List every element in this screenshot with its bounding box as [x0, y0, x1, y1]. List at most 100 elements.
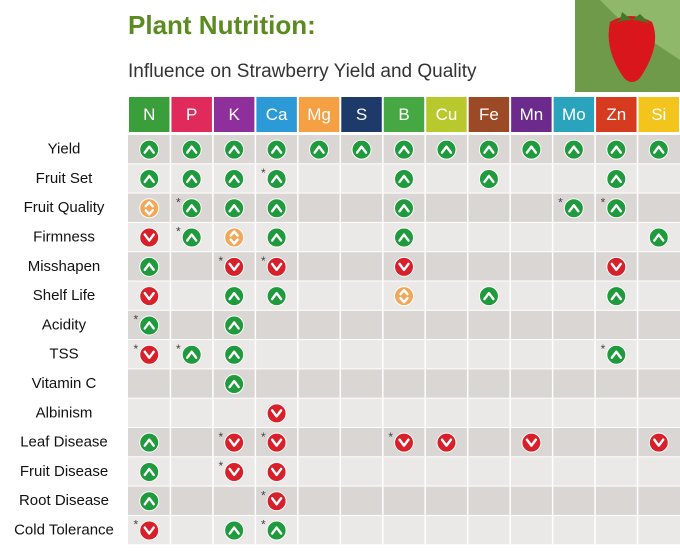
- icon-circle: [563, 139, 584, 160]
- row-label: Vitamin C: [32, 375, 97, 392]
- icon-arrow: [610, 204, 623, 213]
- icon-circle: [224, 461, 245, 482]
- icon-arrow: [270, 174, 283, 184]
- column-header: [596, 97, 637, 132]
- row-label: Firmness: [33, 229, 95, 246]
- column-label: Fe: [479, 105, 499, 124]
- icon-arrow: [228, 438, 240, 447]
- icon-circle: [139, 139, 160, 160]
- column-label: B: [398, 105, 409, 124]
- icon-arrow: [610, 350, 623, 359]
- icon-circle: [606, 286, 627, 307]
- icon-arrow: [610, 145, 623, 154]
- effect-icon: [139, 315, 160, 336]
- icon-arrow: [398, 233, 410, 242]
- icon-arrow: [270, 409, 283, 418]
- note-marker: *: [601, 195, 606, 209]
- icon-arrow: [185, 145, 198, 154]
- effect-icon: [139, 286, 160, 307]
- effect-icon: [139, 168, 160, 189]
- icon-circle: [224, 256, 245, 277]
- note-marker: *: [261, 518, 266, 532]
- row-band: [128, 369, 680, 398]
- icon-arrow: [270, 262, 283, 272]
- column-label: S: [356, 105, 367, 124]
- note-marker: *: [176, 225, 181, 239]
- icon-arrow: [185, 204, 198, 213]
- effect-icon: [224, 286, 245, 307]
- icon-arrow: [228, 291, 240, 301]
- column-header: [553, 97, 595, 132]
- effect-icon: [224, 168, 245, 189]
- row-band: [128, 340, 680, 369]
- note-marker: *: [261, 488, 266, 502]
- icon-circle: [266, 256, 287, 277]
- icon-circle: [606, 256, 627, 277]
- effect-icon: [394, 432, 414, 453]
- icon-circle: [224, 139, 245, 160]
- icon-arrow: [143, 438, 155, 447]
- column-label: K: [228, 105, 240, 124]
- note-marker: *: [218, 254, 223, 268]
- effect-icon: [224, 256, 245, 277]
- icon-arrow: [653, 233, 665, 242]
- effect-icon: [139, 227, 160, 248]
- effect-icon: [648, 139, 669, 160]
- icon-arrow: [143, 233, 155, 242]
- effect-icon: [521, 139, 542, 160]
- effect-icon: [563, 139, 584, 160]
- icon-arrow: [270, 204, 283, 213]
- icon-circle: [394, 168, 414, 189]
- nutrient-table: N P K Ca Mg S B Cu Fe Mn Mo Zn Si Yield Fruit Set * Frui…: [14, 97, 680, 545]
- row-band: [128, 310, 680, 340]
- icon-arrow: [144, 201, 154, 216]
- icon-circle: [648, 432, 669, 453]
- icon-circle: [224, 432, 245, 453]
- effect-icon: [139, 139, 160, 160]
- icon-circle: [309, 139, 330, 160]
- note-marker: *: [601, 342, 606, 356]
- effect-icon: [266, 403, 287, 424]
- icon-arrow: [228, 350, 240, 359]
- effect-icon: [224, 139, 245, 160]
- effect-icon: [478, 286, 499, 307]
- icon-circle: [181, 227, 202, 248]
- icon-arrow: [568, 145, 580, 154]
- icon-circle: [139, 432, 160, 453]
- effect-icon: [266, 168, 287, 189]
- note-marker: *: [261, 166, 266, 180]
- effect-icon: [266, 139, 287, 160]
- icon-arrow: [228, 321, 240, 330]
- icon-circle: [648, 139, 669, 160]
- effect-icon: [563, 198, 584, 219]
- icon-circle: [394, 139, 414, 160]
- icon-arrow: [270, 526, 283, 535]
- icon-circle: [139, 491, 160, 512]
- icon-arrow: [398, 204, 410, 213]
- column-header: [383, 97, 425, 132]
- icon-circle: [521, 139, 542, 160]
- icon-arrow: [270, 291, 283, 301]
- effect-icon: [266, 256, 287, 277]
- effect-icon: [224, 198, 245, 219]
- column-header: [171, 97, 212, 132]
- icon-arrow: [653, 145, 665, 154]
- icon-circle: [181, 344, 202, 365]
- column-header: [468, 97, 510, 132]
- icon-arrow: [653, 438, 665, 447]
- note-marker: *: [261, 430, 266, 444]
- effect-icon: [394, 168, 414, 189]
- icon-arrow: [143, 145, 155, 154]
- effect-icon: [139, 461, 160, 482]
- effect-icon: [394, 286, 414, 307]
- icon-arrow: [525, 438, 538, 447]
- icon-circle: [139, 227, 160, 248]
- icon-arrow: [228, 204, 240, 213]
- note-marker: *: [176, 195, 181, 209]
- icon-arrow: [228, 145, 240, 154]
- effect-icon: [181, 227, 202, 248]
- note-marker: *: [134, 342, 139, 356]
- note-marker: *: [218, 430, 223, 444]
- icon-circle: [139, 461, 160, 482]
- row-label: Leaf Disease: [20, 434, 108, 451]
